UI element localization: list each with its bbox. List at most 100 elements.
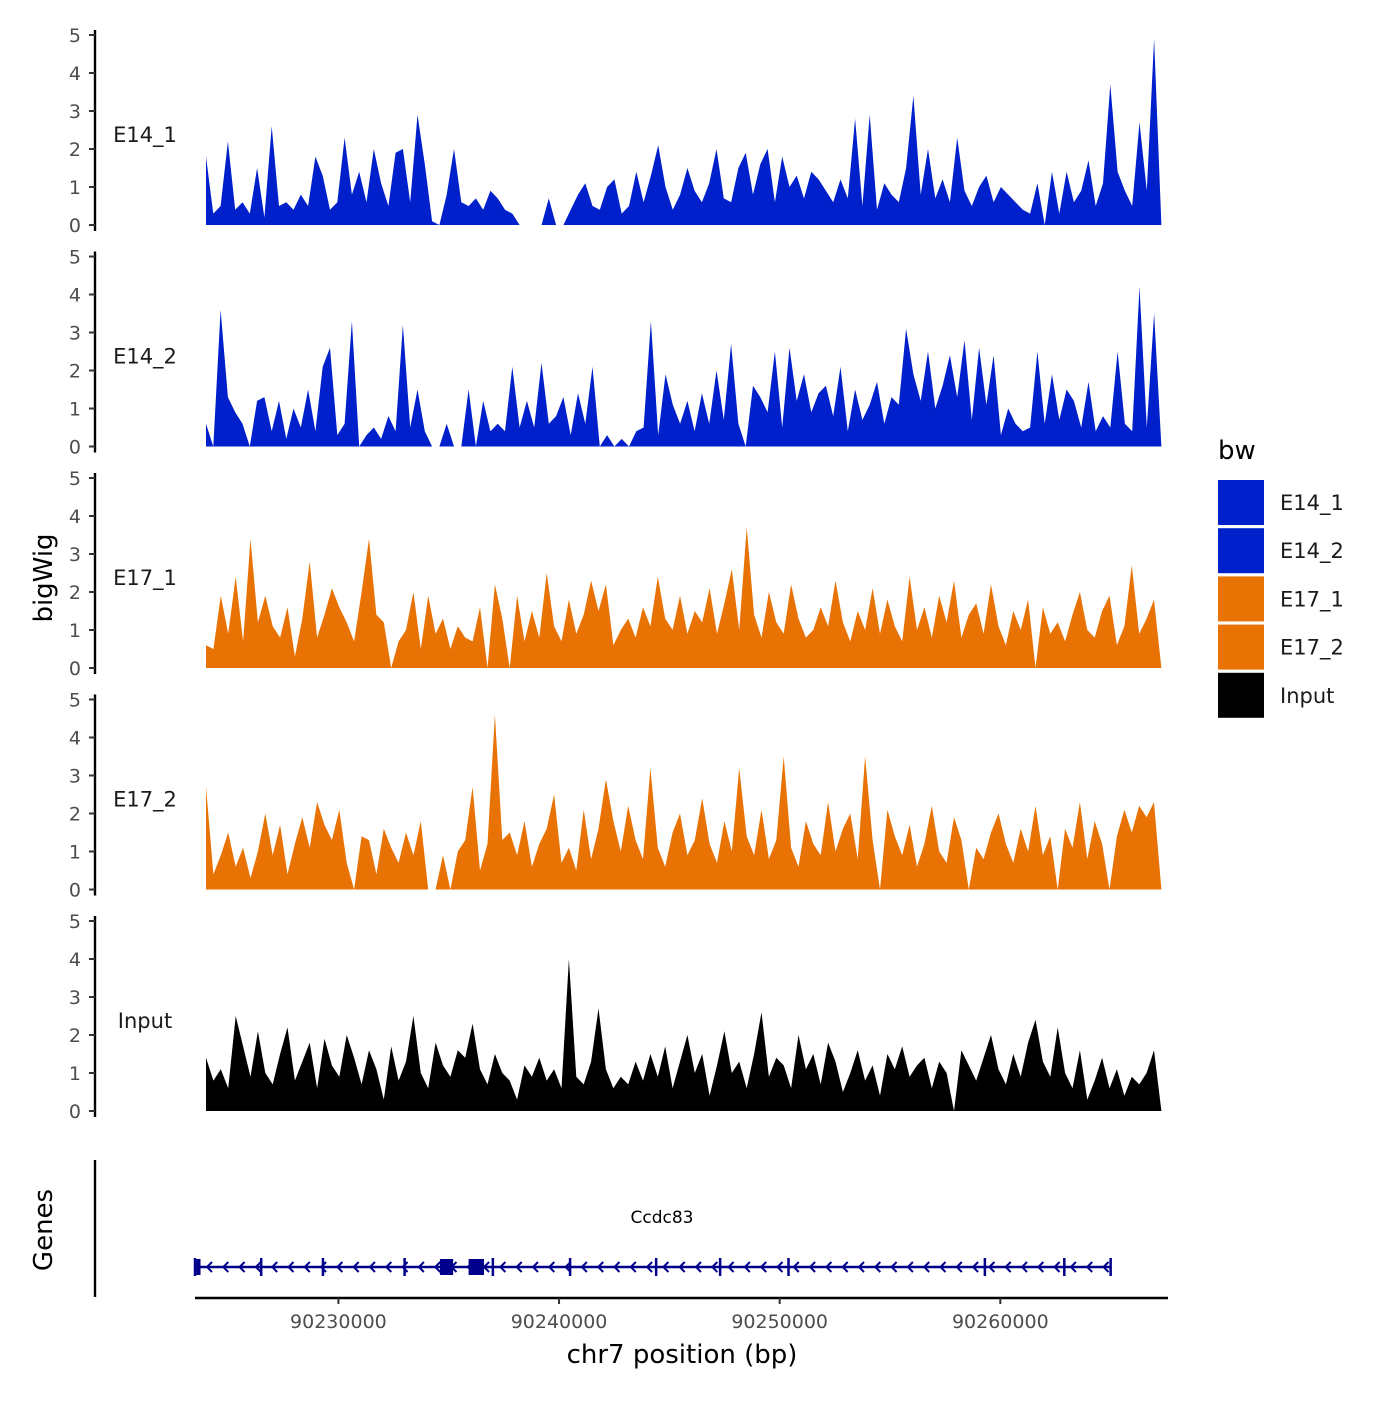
strand-arrow — [580, 1261, 588, 1273]
strand-arrow — [1036, 1261, 1045, 1273]
strand-arrow — [629, 1261, 637, 1273]
genes-panel-title: Genes — [29, 1189, 59, 1271]
y-tick-label: 3 — [69, 987, 81, 1009]
y-tick-label: 2 — [69, 804, 81, 826]
legend-key-E14_2 — [1218, 528, 1264, 574]
strand-arrow — [205, 1261, 213, 1273]
track-Input: 0 1 2 3 4 5 Input — [69, 911, 1162, 1123]
track-E14_2: 0 1 2 3 4 5 E14_2 — [69, 247, 1162, 459]
track-E17_1: 0 1 2 3 4 5 E17_1 — [69, 468, 1162, 680]
coverage-area-Input — [206, 959, 1162, 1111]
y-tick-label: 2 — [69, 1025, 81, 1047]
legend-label: E14_1 — [1280, 491, 1344, 516]
strand-arrow — [613, 1261, 621, 1273]
gene-layer: Ccdc83 — [93, 1160, 1112, 1297]
strand-arrow — [776, 1261, 784, 1273]
y-tick-label: 1 — [69, 620, 81, 642]
y-tick-label: 0 — [69, 658, 81, 680]
strand-arrow — [384, 1261, 393, 1273]
coverage-area-E14_1 — [206, 38, 1162, 225]
y-tick-label: 2 — [69, 139, 81, 161]
strand-arrow — [661, 1261, 670, 1273]
legend-label: Input — [1280, 684, 1334, 708]
exon-block — [439, 1259, 454, 1275]
strand-arrow — [433, 1261, 441, 1273]
strand-arrow — [515, 1261, 523, 1273]
strand-arrow — [841, 1261, 849, 1273]
y-tick-label: 1 — [69, 177, 81, 199]
x-axis: 90230000 90240000 90250000 90260000 — [195, 1296, 1168, 1333]
strand-arrow — [955, 1261, 963, 1273]
strand-arrow — [482, 1261, 490, 1273]
y-tick-label: 3 — [69, 766, 81, 788]
track-E14_1: 0 1 2 3 4 5 E14_1 — [69, 25, 1162, 237]
strand-arrow — [906, 1261, 914, 1273]
strand-arrow — [678, 1261, 686, 1273]
y-tick-label: 1 — [69, 399, 81, 421]
strand-arrow — [1053, 1261, 1061, 1273]
legend-key-E14_1 — [1218, 480, 1264, 525]
y-axis-title: bigWig — [29, 533, 59, 622]
y-tick-label: 2 — [69, 582, 81, 604]
strand-arrow — [417, 1261, 425, 1273]
y-tick-label: 5 — [69, 468, 81, 490]
track-label: E17_2 — [113, 788, 177, 813]
track-label: E17_1 — [113, 566, 177, 591]
coverage-area-E17_1 — [206, 527, 1162, 668]
y-tick-label: 0 — [69, 880, 81, 902]
strand-arrow — [1102, 1261, 1110, 1273]
x-tick-label: 90240000 — [511, 1311, 608, 1333]
legend-label: E14_2 — [1280, 539, 1344, 564]
y-tick-label: 0 — [69, 1101, 81, 1123]
track-E17_2: 0 1 2 3 4 5 E17_2 — [69, 690, 1162, 902]
tracks-layer: 0 1 2 3 4 5 E14_1 0 1 2 3 4 5 E14_2 0 1 2 3 4 5 E17_1 0 1 2 3 4 5 E… — [69, 25, 1162, 1123]
y-tick-label: 2 — [69, 361, 81, 383]
strand-arrow — [694, 1261, 702, 1273]
track-label: E14_1 — [113, 123, 177, 148]
strand-arrow — [287, 1261, 295, 1273]
strand-arrow — [808, 1261, 816, 1273]
strand-arrow — [238, 1261, 246, 1273]
y-tick-label: 4 — [69, 285, 81, 307]
y-tick-label: 1 — [69, 842, 81, 864]
legend-key-E17_2 — [1218, 624, 1264, 670]
y-tick-label: 3 — [69, 323, 81, 345]
y-tick-label: 5 — [69, 911, 81, 933]
x-axis-title: chr7 position (bp) — [567, 1340, 798, 1370]
strand-arrow — [319, 1261, 327, 1273]
coverage-area-E14_2 — [206, 286, 1162, 447]
strand-arrow — [971, 1261, 979, 1273]
legend-key-E17_1 — [1218, 576, 1264, 622]
x-tick-label: 90230000 — [290, 1311, 387, 1333]
strand-arrow — [987, 1261, 996, 1273]
y-tick-label: 5 — [69, 25, 81, 47]
strand-arrow — [401, 1261, 409, 1273]
strand-arrow — [1069, 1261, 1077, 1273]
y-tick-label: 0 — [69, 437, 81, 459]
track-label: Input — [118, 1009, 172, 1033]
y-tick-label: 5 — [69, 247, 81, 269]
strand-arrow — [270, 1261, 278, 1273]
strand-arrow — [743, 1261, 751, 1273]
strand-arrow — [792, 1261, 800, 1273]
strand-arrow — [857, 1261, 865, 1273]
strand-arrow — [531, 1261, 539, 1273]
legend: bw E14_1 E14_2 E17_1 E17_2 Input — [1218, 436, 1344, 718]
strand-arrow — [890, 1261, 898, 1273]
strand-arrow — [335, 1261, 344, 1273]
y-tick-label: 4 — [69, 949, 81, 971]
strand-arrow — [303, 1261, 311, 1273]
strand-arrow — [873, 1261, 882, 1273]
strand-arrow — [727, 1261, 735, 1273]
x-tick-label: 90260000 — [952, 1311, 1049, 1333]
y-tick-label: 0 — [69, 215, 81, 237]
strand-arrow — [1004, 1261, 1012, 1273]
strand-arrow — [221, 1261, 230, 1273]
strand-arrow — [759, 1261, 767, 1273]
legend-key-Input — [1218, 672, 1264, 718]
legend-title: bw — [1218, 436, 1256, 466]
y-tick-label: 3 — [69, 101, 81, 123]
x-tick-label: 90250000 — [731, 1311, 828, 1333]
